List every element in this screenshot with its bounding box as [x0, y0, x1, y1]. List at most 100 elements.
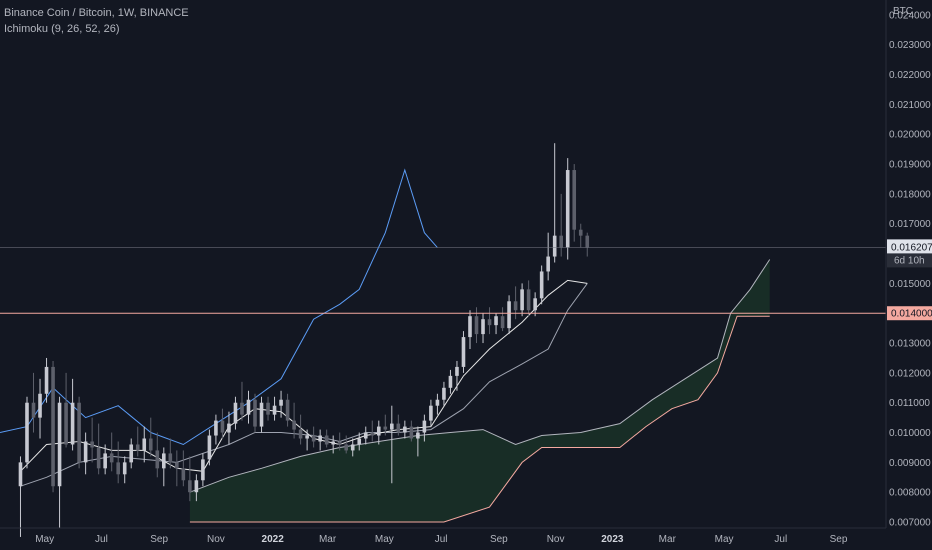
candle-body-79	[533, 298, 537, 311]
y-tick-label-15: 0.022000	[889, 70, 931, 81]
candle-body-52	[357, 438, 362, 445]
y-tick-label-4: 0.011000	[889, 398, 930, 409]
candles	[18, 143, 590, 537]
candle-body-65	[442, 387, 446, 400]
senkou-span-a-line	[189, 259, 771, 493]
candle-body-15	[116, 462, 120, 475]
candle-body-26	[188, 480, 192, 493]
senkou-span-b-line	[189, 315, 770, 523]
candle-body-5	[51, 366, 55, 487]
x-tick-label-8: Sep	[490, 534, 508, 545]
hline-price-value: 0.014000	[891, 309, 932, 320]
x-tick-label-5: Mar	[319, 534, 337, 545]
price-axis-bg	[886, 0, 932, 550]
y-tick-label-1: 0.008000	[889, 488, 931, 499]
y-tick-label-3: 0.010000	[889, 428, 931, 439]
hline-price-tag	[887, 306, 932, 321]
candle-body-14	[109, 453, 114, 463]
candle-body-67	[455, 366, 459, 376]
candle-body-44	[305, 435, 309, 439]
candle-body-33	[233, 402, 238, 424]
candle-body-25	[181, 468, 186, 481]
candle-body-72	[487, 319, 492, 326]
candle-body-10	[83, 441, 88, 463]
candle-body-81	[546, 256, 550, 272]
candle-body-58	[396, 423, 401, 433]
candle-body-39	[272, 405, 277, 415]
indicator-title[interactable]: Ichimoku (9, 26, 52, 26)	[4, 23, 120, 35]
candle-body-35	[246, 399, 251, 415]
candle-body-87	[585, 235, 590, 248]
candle-body-45	[311, 435, 316, 442]
candle-body-78	[526, 289, 531, 311]
y-tick-label-0: 0.007000	[889, 518, 931, 529]
candle-body-7	[64, 402, 68, 445]
candle-body-56	[383, 426, 388, 430]
candle-body-62	[422, 420, 427, 433]
candle-body-73	[494, 316, 498, 326]
candle-body-59	[403, 426, 407, 433]
candle-body-86	[578, 229, 583, 236]
x-tick-label-11: Mar	[659, 534, 677, 545]
y-tick-label-13: 0.020000	[889, 130, 931, 141]
candle-body-24	[175, 462, 179, 469]
candle-body-20	[148, 438, 153, 451]
candle-body-63	[429, 405, 433, 421]
cloud-fill	[189, 259, 770, 522]
candle-body-75	[507, 301, 511, 329]
candle-body-54	[370, 432, 375, 436]
y-tick-label-10: 0.017000	[889, 219, 931, 230]
candle-body-51	[350, 444, 355, 451]
candle-body-57	[390, 423, 394, 430]
candle-body-27	[194, 480, 199, 493]
candle-body-29	[207, 435, 212, 460]
candle-body-17	[129, 444, 134, 463]
candle-body-16	[122, 462, 127, 475]
y-tick-label-5: 0.012000	[889, 368, 931, 379]
y-tick-label-17: 0.024000	[889, 10, 931, 21]
candle-body-47	[324, 435, 329, 445]
candle-body-77	[520, 289, 524, 311]
candle-body-60	[409, 426, 414, 439]
current-price-value: 0.016207	[891, 242, 932, 253]
candle-body-42	[292, 420, 296, 430]
x-tick-label-4: 2022	[262, 534, 285, 545]
candle-body-28	[201, 459, 205, 481]
candle-body-64	[435, 399, 440, 406]
x-tick-label-3: Nov	[207, 534, 225, 545]
candle-body-46	[318, 435, 322, 442]
candle-body-13	[103, 453, 107, 469]
symbol-title[interactable]: Binance Coin / Bitcoin, 1W, BINANCE	[4, 7, 189, 19]
candle-body-38	[266, 402, 270, 415]
y-tick-label-6: 0.013000	[889, 339, 931, 350]
x-tick-label-12: May	[715, 534, 734, 545]
candle-body-9	[77, 402, 81, 463]
candle-body-21	[155, 450, 160, 469]
candle-body-6	[57, 402, 62, 487]
candle-body-84	[565, 170, 570, 248]
x-tick-label-0: May	[35, 534, 54, 545]
candle-body-31	[220, 420, 225, 433]
candle-body-53	[363, 432, 368, 439]
candle-body-71	[481, 319, 485, 335]
candle-body-55	[376, 426, 381, 436]
candle-body-85	[572, 170, 577, 230]
candle-body-74	[500, 316, 505, 329]
x-tick-label-13: Jul	[774, 534, 787, 545]
candle-body-30	[214, 420, 218, 436]
candle-body-82	[552, 235, 557, 257]
candle-body-70	[474, 316, 479, 335]
overlay-lines	[0, 246, 886, 314]
y-tick-label-2: 0.009000	[889, 458, 931, 469]
countdown-value: 6d 10h	[894, 255, 925, 266]
candle-body-3	[38, 393, 42, 418]
candle-body-12	[96, 447, 101, 469]
candle-body-61	[416, 432, 420, 439]
candle-body-76	[513, 301, 518, 311]
candle-body-32	[227, 423, 231, 433]
y-tick-label-16: 0.023000	[889, 40, 931, 51]
x-tick-label-10: 2023	[601, 534, 624, 545]
candle-body-80	[539, 271, 544, 299]
